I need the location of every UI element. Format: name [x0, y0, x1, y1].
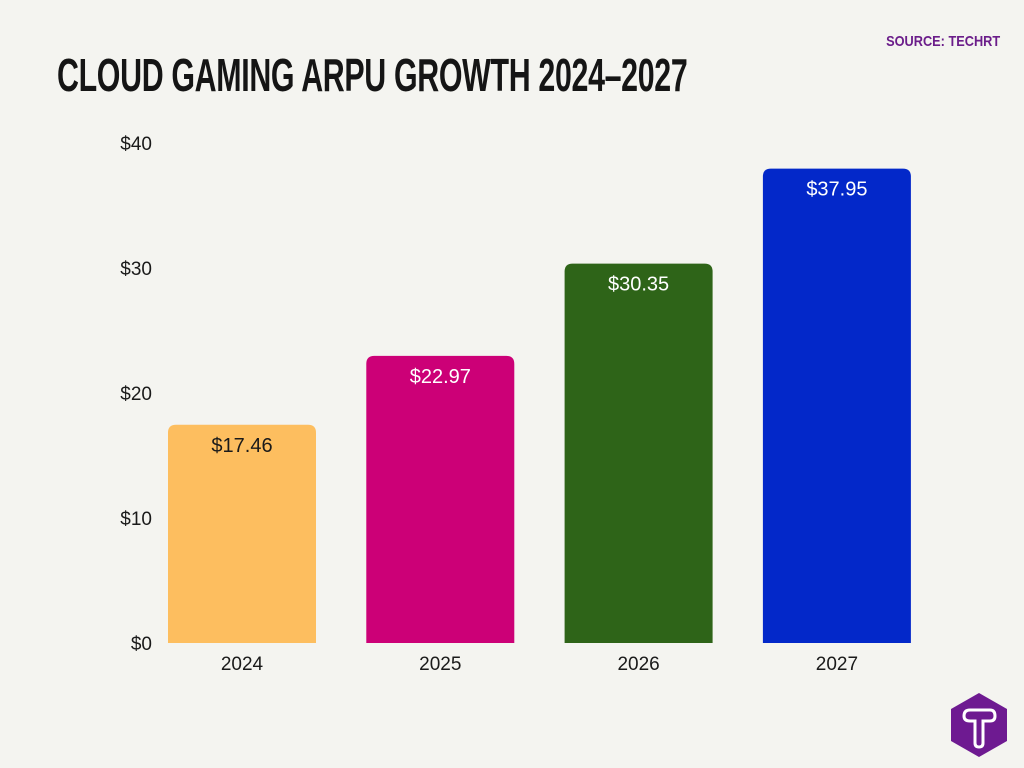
bar-2024 — [168, 424, 316, 643]
bar-2026 — [564, 263, 713, 643]
source-label: SOURCE: TECHRT — [885, 33, 1000, 50]
data-label: $30.35 — [608, 274, 669, 296]
x-tick-label: 2026 — [617, 654, 659, 675]
y-tick-label: $30 — [120, 259, 152, 280]
x-tick-label: 2027 — [816, 654, 858, 675]
y-tick-label: $10 — [120, 509, 152, 530]
chart-title: CLOUD GAMING ARPU GROWTH 2024–2027 — [57, 49, 688, 101]
bar-2027 — [762, 168, 911, 643]
data-label: $37.95 — [806, 179, 867, 201]
y-tick-label: $0 — [131, 634, 152, 655]
data-label: $22.97 — [410, 366, 471, 388]
y-tick-label: $20 — [120, 384, 152, 405]
y-tick-label: $40 — [120, 134, 152, 155]
data-label: $17.46 — [211, 435, 272, 457]
x-tick-label: 2025 — [419, 654, 461, 675]
x-tick-label: 2024 — [221, 654, 264, 675]
bar-2025 — [366, 355, 515, 643]
